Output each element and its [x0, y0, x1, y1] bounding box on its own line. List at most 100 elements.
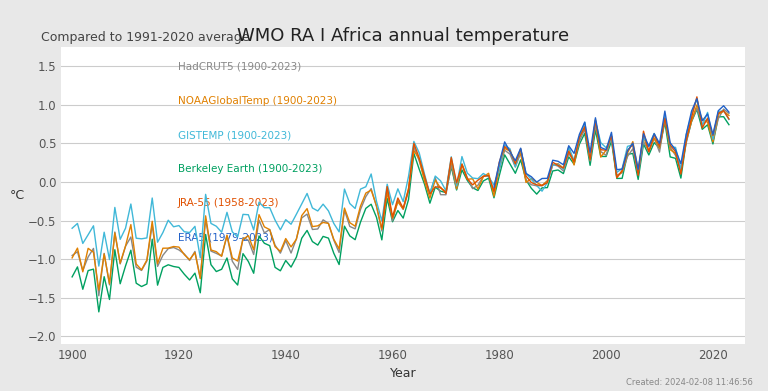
ERA5 (1979-2023): [527, 174, 536, 179]
JRA-55 (1958-2023): [703, 116, 712, 120]
Text: NOAAGlobalTemp (1900-2023): NOAAGlobalTemp (1900-2023): [177, 96, 336, 106]
NOAAGlobalTemp (1900-2023): [265, 227, 274, 232]
Berkeley Earth (1900-2023): [68, 274, 77, 279]
Y-axis label: °C: °C: [9, 189, 25, 202]
ERA5 (1979-2023): [516, 146, 525, 151]
ERA5 (1979-2023): [639, 131, 648, 136]
ERA5 (1979-2023): [697, 118, 707, 123]
ERA5 (1979-2023): [703, 111, 712, 116]
ERA5 (1979-2023): [543, 176, 552, 181]
Line: HadCRUT5 (1900-2023): HadCRUT5 (1900-2023): [72, 108, 729, 296]
ERA5 (1979-2023): [724, 110, 733, 115]
ERA5 (1979-2023): [628, 141, 637, 145]
GISTEMP (1900-2023): [692, 97, 701, 101]
ERA5 (1979-2023): [623, 149, 632, 153]
ERA5 (1979-2023): [548, 158, 558, 163]
Line: GISTEMP (1900-2023): GISTEMP (1900-2023): [72, 99, 729, 266]
JRA-55 (1958-2023): [692, 95, 701, 99]
JRA-55 (1958-2023): [377, 224, 386, 229]
JRA-55 (1958-2023): [527, 180, 536, 185]
Berkeley Earth (1900-2023): [265, 243, 274, 248]
Berkeley Earth (1900-2023): [361, 206, 370, 211]
Berkeley Earth (1900-2023): [452, 188, 462, 192]
GISTEMP (1900-2023): [68, 226, 77, 231]
Line: ERA5 (1979-2023): ERA5 (1979-2023): [494, 99, 729, 187]
HadCRUT5 (1900-2023): [724, 111, 733, 116]
ERA5 (1979-2023): [612, 167, 621, 172]
Text: JRA-55 (1958-2023): JRA-55 (1958-2023): [177, 199, 279, 208]
JRA-55 (1958-2023): [404, 187, 413, 192]
ERA5 (1979-2023): [601, 147, 611, 152]
HadCRUT5 (1900-2023): [196, 276, 205, 280]
NOAAGlobalTemp (1900-2023): [94, 288, 104, 292]
ERA5 (1979-2023): [692, 96, 701, 101]
GISTEMP (1900-2023): [265, 205, 274, 210]
Text: ERA5 (1979-2023): ERA5 (1979-2023): [177, 233, 273, 243]
ERA5 (1979-2023): [596, 145, 605, 150]
GISTEMP (1900-2023): [94, 264, 104, 269]
NOAAGlobalTemp (1900-2023): [724, 113, 733, 118]
Text: Created: 2024-02-08 11:46:56: Created: 2024-02-08 11:46:56: [626, 378, 753, 387]
ERA5 (1979-2023): [713, 108, 723, 113]
ERA5 (1979-2023): [495, 160, 504, 165]
ERA5 (1979-2023): [489, 185, 498, 190]
Line: NOAAGlobalTemp (1900-2023): NOAAGlobalTemp (1900-2023): [72, 105, 729, 290]
HadCRUT5 (1900-2023): [68, 253, 77, 258]
Berkeley Earth (1900-2023): [73, 265, 82, 269]
Berkeley Earth (1900-2023): [692, 107, 701, 111]
HadCRUT5 (1900-2023): [73, 249, 82, 254]
ERA5 (1979-2023): [538, 176, 547, 181]
ERA5 (1979-2023): [505, 149, 515, 154]
ERA5 (1979-2023): [607, 130, 616, 135]
HadCRUT5 (1900-2023): [452, 187, 462, 191]
ERA5 (1979-2023): [634, 167, 643, 172]
Berkeley Earth (1900-2023): [724, 122, 733, 127]
Berkeley Earth (1900-2023): [94, 310, 104, 314]
Berkeley Earth (1900-2023): [196, 291, 205, 295]
ERA5 (1979-2023): [554, 159, 563, 164]
ERA5 (1979-2023): [580, 120, 589, 124]
GISTEMP (1900-2023): [724, 117, 733, 122]
HadCRUT5 (1900-2023): [361, 194, 370, 199]
NOAAGlobalTemp (1900-2023): [73, 246, 82, 251]
JRA-55 (1958-2023): [724, 117, 733, 121]
ERA5 (1979-2023): [521, 171, 531, 176]
ERA5 (1979-2023): [655, 141, 664, 146]
Text: HadCRUT5 (1900-2023): HadCRUT5 (1900-2023): [177, 62, 301, 72]
NOAAGlobalTemp (1900-2023): [361, 191, 370, 196]
ERA5 (1979-2023): [532, 180, 541, 185]
HadCRUT5 (1900-2023): [115, 262, 124, 266]
GISTEMP (1900-2023): [361, 185, 370, 189]
ERA5 (1979-2023): [591, 115, 600, 120]
JRA-55 (1958-2023): [484, 173, 493, 178]
ERA5 (1979-2023): [682, 132, 691, 137]
HadCRUT5 (1900-2023): [94, 293, 104, 298]
ERA5 (1979-2023): [687, 109, 696, 113]
Text: Compared to 1991-2020 average: Compared to 1991-2020 average: [41, 31, 250, 44]
JRA-55 (1958-2023): [462, 176, 472, 181]
Title: WMO RA I Africa annual temperature: WMO RA I Africa annual temperature: [237, 27, 569, 45]
Line: JRA-55 (1958-2023): JRA-55 (1958-2023): [382, 97, 729, 227]
ERA5 (1979-2023): [671, 147, 680, 152]
ERA5 (1979-2023): [708, 132, 717, 137]
JRA-55 (1958-2023): [650, 132, 659, 136]
NOAAGlobalTemp (1900-2023): [196, 276, 205, 281]
GISTEMP (1900-2023): [452, 184, 462, 188]
HadCRUT5 (1900-2023): [265, 227, 274, 232]
Text: GISTEMP (1900-2023): GISTEMP (1900-2023): [177, 130, 291, 140]
GISTEMP (1900-2023): [115, 237, 124, 242]
NOAAGlobalTemp (1900-2023): [692, 102, 701, 107]
ERA5 (1979-2023): [585, 150, 594, 155]
ERA5 (1979-2023): [564, 143, 574, 148]
ERA5 (1979-2023): [719, 104, 728, 108]
ERA5 (1979-2023): [660, 109, 670, 113]
HadCRUT5 (1900-2023): [692, 106, 701, 111]
ERA5 (1979-2023): [569, 151, 578, 156]
Berkeley Earth (1900-2023): [115, 282, 124, 286]
Line: Berkeley Earth (1900-2023): Berkeley Earth (1900-2023): [72, 109, 729, 312]
ERA5 (1979-2023): [559, 162, 568, 167]
ERA5 (1979-2023): [666, 140, 675, 145]
ERA5 (1979-2023): [677, 161, 686, 166]
NOAAGlobalTemp (1900-2023): [115, 261, 124, 265]
ERA5 (1979-2023): [500, 140, 509, 144]
